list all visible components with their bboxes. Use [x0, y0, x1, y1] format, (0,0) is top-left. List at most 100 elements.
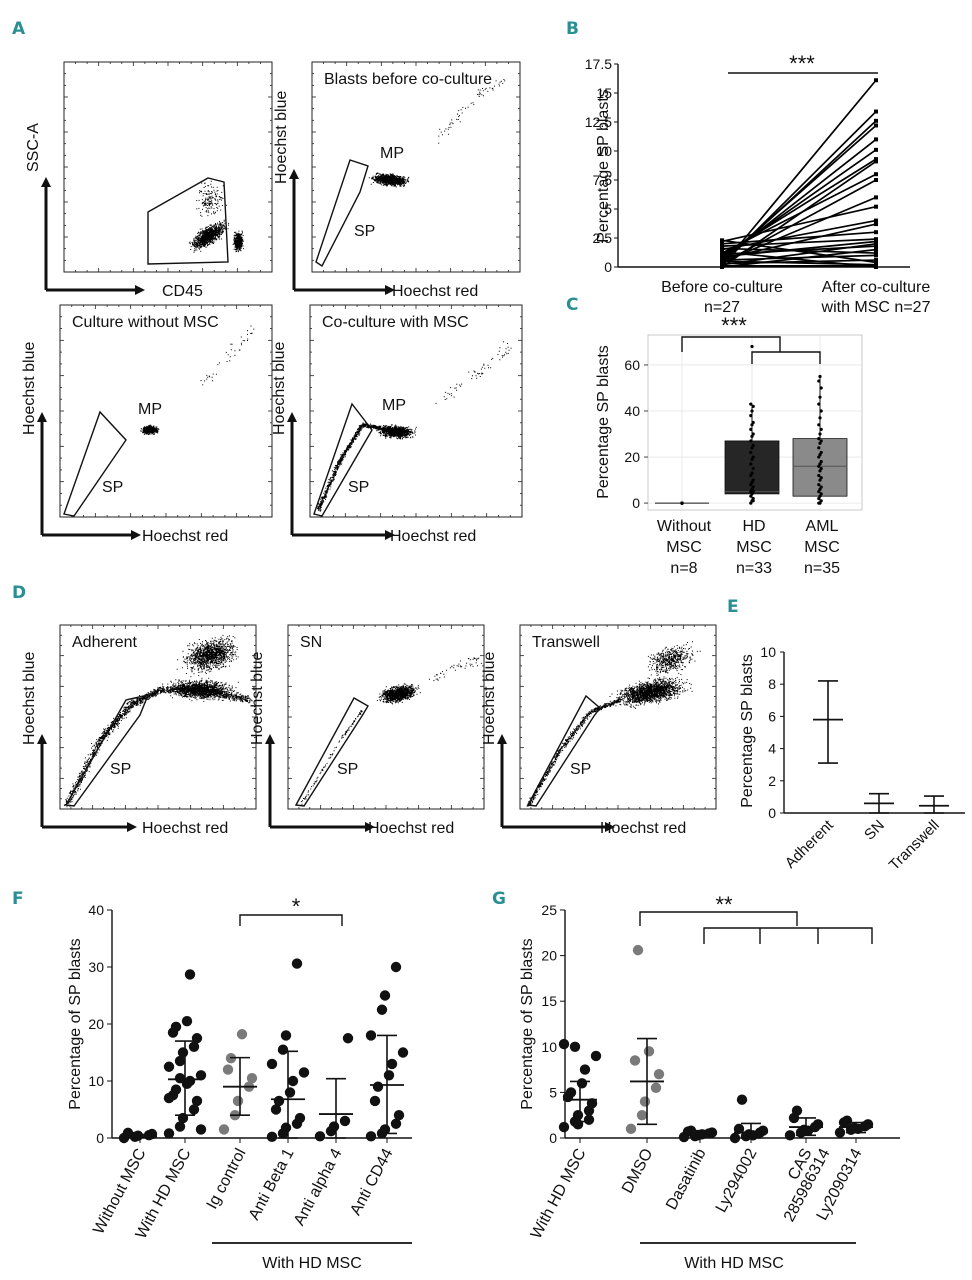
- data-point: [170, 1084, 182, 1095]
- y-axis-label: Hoechst blue: [273, 91, 290, 184]
- flow-plot-a1: CD45 SSC-A: [25, 61, 273, 300]
- data-point: [818, 395, 822, 399]
- significance-label: *: [292, 894, 301, 919]
- gate-label-mp: MP: [138, 401, 162, 418]
- flow-plot-a4: Hoechst red Hoechst blue Co-culture with M…: [271, 304, 523, 545]
- data-point: [818, 416, 822, 420]
- gate-label-sp: SP: [348, 479, 369, 496]
- event-dots: [438, 79, 506, 144]
- data-point: [376, 1004, 388, 1015]
- before-point: [720, 263, 724, 268]
- data-point: [383, 1070, 395, 1081]
- after-point: [874, 204, 878, 209]
- y-tick-label: 5: [549, 1084, 557, 1100]
- event-dots: [647, 641, 701, 680]
- plot-title: SN: [300, 634, 322, 651]
- y-axis-label: Hoechst blue: [21, 652, 38, 745]
- plot-frame: [311, 61, 521, 273]
- data-point: [558, 1038, 570, 1050]
- x-category-label: n=35: [804, 560, 840, 577]
- data-point: [751, 404, 755, 408]
- plot-title: Blasts before co-culture: [324, 71, 492, 88]
- flow-plot-a2: Hoechst red Hoechst blue Blasts before co-…: [273, 61, 521, 300]
- paired-line: [721, 231, 877, 245]
- after-point: [874, 137, 878, 142]
- data-point: [583, 1114, 595, 1125]
- paired-line: [721, 254, 877, 261]
- x-category-label: Transwell: [886, 817, 943, 874]
- data-point: [291, 958, 303, 969]
- data-point: [163, 1128, 175, 1139]
- plot-frame: [519, 624, 717, 810]
- gate-sp: [313, 402, 373, 517]
- x-axis-label: Hoechst red: [142, 820, 228, 837]
- after-point: [874, 244, 878, 249]
- flow-plot-d1: Hoechst red Hoechst blue Adherent SP: [21, 624, 257, 837]
- data-point: [817, 402, 821, 406]
- data-point: [565, 1087, 577, 1098]
- plot-frame: [309, 304, 523, 518]
- significance-bracket: [681, 336, 781, 352]
- data-point: [818, 374, 822, 379]
- data-point: [736, 1094, 748, 1105]
- data-point: [386, 1058, 398, 1070]
- x-category-label: After co-culture: [822, 279, 931, 296]
- data-point: [191, 1095, 203, 1107]
- after-point: [874, 222, 878, 227]
- y-tick-label: 60: [624, 357, 640, 373]
- plot-title: Co-culture with MSC: [322, 314, 469, 331]
- data-point: [372, 1081, 384, 1092]
- y-axis-label: Hoechst blue: [249, 652, 266, 745]
- x-axis-label: Hoechst red: [390, 528, 476, 545]
- gate-blasts: [147, 177, 229, 265]
- event-dots: [317, 422, 392, 512]
- x-category-label: AML: [806, 518, 839, 535]
- data-point: [749, 427, 753, 432]
- after-point: [874, 241, 878, 246]
- after-point: [874, 159, 878, 164]
- y-tick-label: 0: [96, 1130, 104, 1146]
- data-point: [834, 1127, 846, 1138]
- data-point: [270, 1104, 282, 1115]
- y-axis-label: Percentage SP blasts: [739, 654, 756, 808]
- before-point: [720, 249, 724, 254]
- event-dots: [368, 172, 410, 188]
- event-dots: [188, 219, 230, 253]
- event-dots: [176, 634, 239, 678]
- panel-label-d: D: [12, 583, 26, 603]
- data-point: [750, 409, 754, 413]
- x-category-label: Without: [657, 518, 712, 535]
- significance-bracket: [239, 914, 343, 926]
- data-point: [751, 466, 755, 471]
- y-tick-label: 17.5: [585, 56, 612, 72]
- after-point: [874, 239, 878, 244]
- after-point: [874, 247, 878, 252]
- event-dots: [300, 710, 363, 805]
- after-point: [874, 265, 878, 269]
- event-dots: [376, 683, 421, 705]
- data-point: [181, 1015, 193, 1027]
- data-point: [750, 344, 754, 349]
- after-point: [874, 258, 878, 263]
- x-category-label: Ig control: [204, 1146, 250, 1212]
- event-dots: [196, 180, 228, 217]
- data-point: [819, 439, 823, 443]
- data-point: [369, 1095, 381, 1107]
- before-point: [720, 241, 724, 246]
- flow-cytometry-plots: CD45 SSC-A Hoechst red Hoechst blue Blasts b…: [21, 61, 717, 837]
- paired-line: [721, 205, 877, 243]
- data-point: [819, 476, 823, 480]
- data-point: [558, 1121, 570, 1133]
- data-point: [749, 450, 753, 455]
- significance-label: ***: [721, 313, 747, 338]
- data-point: [246, 1072, 258, 1084]
- x-category-label: n=27: [704, 299, 740, 316]
- y-tick-label: 10: [596, 143, 612, 159]
- gate-sp: [526, 694, 601, 807]
- y-tick-label: 20: [624, 449, 640, 465]
- data-point: [819, 409, 823, 413]
- data-point: [232, 1095, 244, 1107]
- data-point: [817, 473, 821, 478]
- data-point: [277, 1044, 289, 1055]
- y-tick-label: 12.5: [585, 114, 612, 130]
